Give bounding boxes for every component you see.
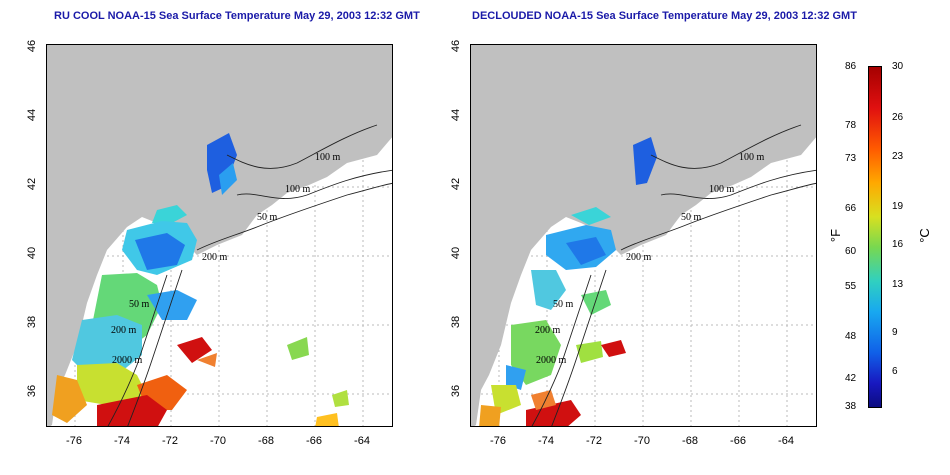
contour-label: 200 m [626,252,652,263]
right-map-canvas: 100 m 100 m 50 m 200 m 50 m 200 m 2000 m [471,45,816,426]
bathymetry-contours [531,124,816,426]
left-sst-map: 100 m 100 m 50 m 200 m 50 m 200 m 2000 m [46,44,393,427]
contour-label: 100 m [709,184,735,195]
x-tick-label: -68 [258,435,274,447]
x-tick-label: -64 [778,435,794,447]
fahrenheit-unit-label: °F [828,228,844,243]
contour-label: 50 m [553,299,574,310]
celsius-tick: 30 [892,61,904,72]
contour-label: 200 m [111,325,137,336]
right-map-title: DECLOUDED NOAA-15 Sea Surface Temperatur… [472,10,857,22]
left-map-canvas: 100 m 100 m 50 m 200 m 50 m 200 m 2000 m [47,45,392,426]
y-tick-label: 40 [450,246,462,260]
celsius-tick: 23 [892,151,904,162]
contour-label: 100 m [285,184,311,195]
contour-label: 200 m [535,325,561,336]
celsius-tick: 9 [892,327,898,338]
y-tick-label: 42 [450,177,462,191]
x-tick-label: -74 [114,435,130,447]
contour-label: 2000 m [536,355,567,366]
contour-label: 50 m [129,299,150,310]
celsius-tick: 16 [892,239,904,250]
contour-label: 200 m [202,252,228,263]
y-tick-label: 46 [450,39,462,53]
fahrenheit-tick: 48 [845,331,857,342]
x-tick-label: -66 [730,435,746,447]
contour-label: 100 m [315,152,341,163]
x-tick-label: -72 [586,435,602,447]
fahrenheit-tick: 42 [845,373,857,384]
fahrenheit-tick: 60 [845,246,857,257]
y-tick-label: 42 [26,177,38,191]
x-tick-label: -76 [490,435,506,447]
island [721,85,791,127]
right-sst-map: 100 m 100 m 50 m 200 m 50 m 200 m 2000 m [470,44,817,427]
contour-label: 100 m [739,152,765,163]
land-mass [471,45,816,426]
left-map-title: RU COOL NOAA-15 Sea Surface Temperature … [54,10,420,22]
y-tick-label: 38 [26,315,38,329]
y-tick-label: 46 [26,39,38,53]
y-tick-label: 44 [26,108,38,122]
fahrenheit-tick: 78 [845,120,857,131]
celsius-unit-label: °C [916,228,932,243]
celsius-tick: 6 [892,366,898,377]
x-tick-label: -64 [354,435,370,447]
x-tick-label: -66 [306,435,322,447]
contour-label: 2000 m [112,355,143,366]
celsius-tick: 13 [892,279,904,290]
contour-label: 50 m [257,212,278,223]
x-tick-label: -70 [634,435,650,447]
y-tick-label: 36 [450,384,462,398]
celsius-tick: 26 [892,112,904,123]
temperature-colorbar [868,66,882,408]
fahrenheit-tick: 38 [845,401,857,412]
celsius-tick: 19 [892,201,904,212]
x-tick-label: -72 [162,435,178,447]
x-tick-label: -74 [538,435,554,447]
y-tick-label: 44 [450,108,462,122]
y-tick-label: 36 [26,384,38,398]
fahrenheit-tick: 86 [845,61,857,72]
land-mass [47,45,392,426]
fahrenheit-tick: 73 [845,153,857,164]
x-tick-label: -70 [210,435,226,447]
x-tick-label: -68 [682,435,698,447]
island [297,85,367,127]
contour-label: 50 m [681,212,702,223]
fahrenheit-tick: 66 [845,203,857,214]
sst-data [479,137,657,426]
sst-data [52,133,349,426]
y-tick-label: 38 [450,315,462,329]
y-tick-label: 40 [26,246,38,260]
x-tick-label: -76 [66,435,82,447]
bathymetry-contours [107,124,392,426]
fahrenheit-tick: 55 [845,281,857,292]
